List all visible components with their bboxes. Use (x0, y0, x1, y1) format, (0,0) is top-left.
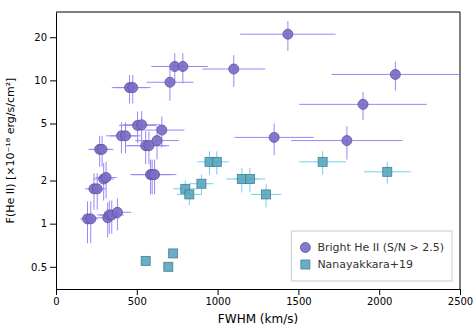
point (101, 172, 111, 182)
point (165, 77, 175, 87)
legend-marker (301, 260, 310, 269)
tick-mark (298, 289, 299, 295)
point (137, 120, 147, 130)
point (318, 157, 327, 166)
tick-mark (50, 37, 56, 38)
point (212, 157, 221, 166)
point (342, 136, 352, 146)
x-axis-title: FWHM (km/s) (218, 312, 298, 326)
series (80, 21, 459, 243)
tick-mark (50, 267, 56, 268)
legend-box (291, 231, 452, 281)
tick-label: 0 (53, 296, 59, 307)
tick-mark (460, 289, 461, 295)
tick-mark (218, 289, 219, 295)
point (150, 170, 160, 180)
tick: 2000 (367, 289, 392, 307)
point (237, 174, 246, 183)
point (97, 144, 107, 154)
frame (56, 12, 460, 13)
tick: 500 (128, 289, 147, 307)
legend-label: Bright He II (S/N > 2.5) (317, 241, 444, 254)
tick-label: 1 (41, 218, 47, 229)
tick-mark (379, 289, 380, 295)
frame (460, 12, 461, 289)
point (120, 131, 130, 141)
point (128, 83, 138, 93)
tick: 1000 (205, 289, 230, 307)
point (185, 190, 194, 199)
tick: 1500 (286, 289, 311, 307)
y-axis: 0.5 1 2 5 10 20 (31, 13, 56, 290)
point (164, 262, 173, 271)
tick: 0 (53, 289, 59, 307)
tick-label: 5 (41, 118, 47, 129)
point (269, 132, 279, 142)
point (229, 64, 239, 74)
tick: 1 (41, 218, 56, 229)
point (152, 136, 162, 146)
legend-marker (300, 243, 310, 253)
point (262, 190, 271, 199)
point (112, 207, 122, 217)
tick-mark (50, 181, 56, 182)
tick-label: 20 (34, 32, 47, 43)
axis-line (57, 289, 461, 290)
point (157, 125, 167, 135)
point (197, 179, 206, 188)
axis-line (56, 13, 57, 290)
point (178, 61, 188, 71)
tick-label: 1500 (286, 296, 311, 307)
tick: 0.5 (31, 262, 56, 273)
legend-label: Nanayakkara+19 (317, 258, 413, 271)
tick-label: 10 (34, 75, 47, 86)
point (141, 256, 150, 265)
tick-mark (50, 224, 56, 225)
point (86, 214, 96, 224)
point (169, 249, 178, 258)
chart: 0 500 1000 1500 2000 2500 0.5 1 2 5 10 20 Bright He … (0, 0, 474, 331)
legend: Bright He II (S/N > 2.5) Nanayakkara+19 (291, 231, 452, 281)
point (358, 99, 368, 109)
point (390, 69, 400, 79)
tick: 10 (34, 75, 56, 86)
tick-mark (50, 80, 56, 81)
y-axis-title: F(He II) [×10⁻¹⁸ erg/s/cm²] (4, 78, 17, 224)
tick-label: 2000 (367, 296, 392, 307)
tick-label: 0.5 (31, 262, 47, 273)
tick-label: 1000 (205, 296, 230, 307)
tick-mark (56, 289, 57, 295)
point (245, 174, 254, 183)
tick-mark (137, 289, 138, 295)
tick: 20 (34, 32, 56, 43)
tick-label: 2 (41, 175, 47, 186)
tick: 2500 (448, 289, 473, 307)
point (92, 184, 102, 194)
x-axis: 0 500 1000 1500 2000 2500 (53, 289, 473, 307)
tick: 5 (41, 118, 56, 129)
tick: 2 (41, 175, 56, 186)
point (383, 167, 392, 176)
tick-label: 500 (128, 296, 147, 307)
tick-mark (50, 124, 56, 125)
plot: 0 500 1000 1500 2000 2500 0.5 1 2 5 10 20 Bright He … (31, 12, 473, 307)
point (283, 29, 293, 39)
tick-label: 2500 (448, 296, 473, 307)
